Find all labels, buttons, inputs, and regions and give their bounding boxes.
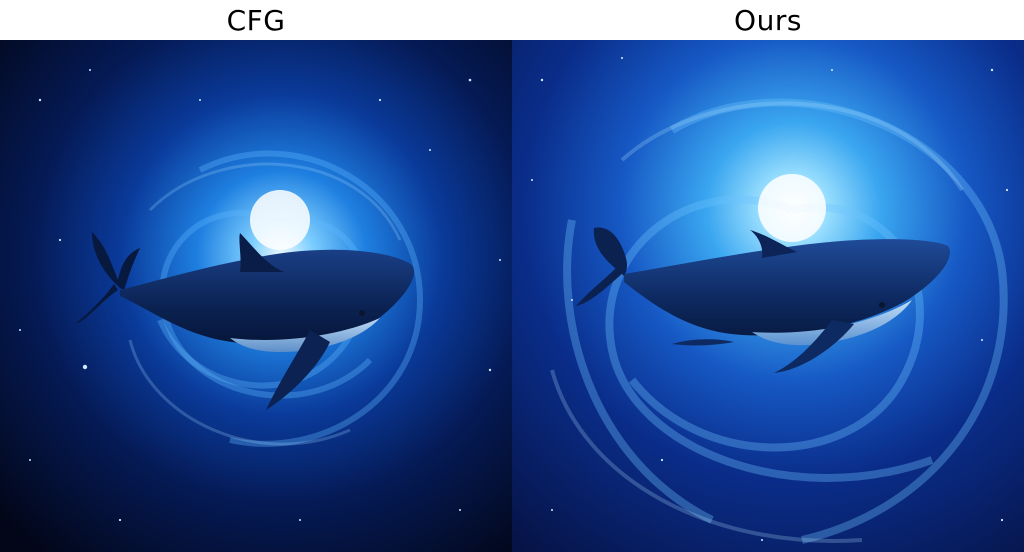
whale-galaxy-image-ours [512,40,1024,552]
panel-title-ours: Ours [512,0,1024,40]
whale-ours [576,227,951,373]
panel-title-cfg: CFG [0,0,512,40]
panel-cfg: CFG [0,0,512,552]
whale-galaxy-image-cfg [0,40,512,552]
panel-ours: Ours [512,0,1024,552]
whale-cfg [75,232,415,410]
